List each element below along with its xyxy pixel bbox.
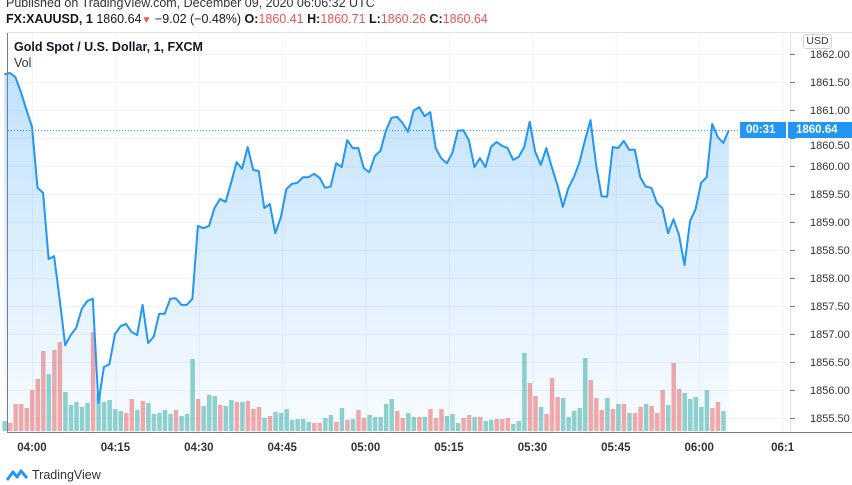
volume-legend[interactable]: Vol xyxy=(14,56,32,70)
price-tick-label: 1861.50 xyxy=(810,77,850,89)
time-tick-label: 06:00 xyxy=(684,442,713,454)
price-tick-label: 1858.00 xyxy=(810,273,850,285)
series-title[interactable]: Gold Spot / U.S. Dollar, 1, FXCM xyxy=(14,40,203,54)
open-value: 1860.41 xyxy=(258,12,304,26)
symbol-name: FX:XAUUSD, 1 xyxy=(6,12,93,26)
low-value: 1860.26 xyxy=(380,12,426,26)
time-tick-label: 05:00 xyxy=(351,442,380,454)
time-tick-label: 06:1 xyxy=(771,442,795,454)
price-tick-label: 1855.50 xyxy=(810,413,850,425)
tradingview-logo[interactable]: TradingView xyxy=(6,468,101,482)
chart-frame xyxy=(7,32,852,433)
published-note: Published on TradingView.com, December 0… xyxy=(6,0,375,10)
time-tick-label: 04:30 xyxy=(184,442,213,454)
time-tick-label: 04:15 xyxy=(101,442,131,454)
price-area-fill xyxy=(4,73,729,432)
currency-button[interactable]: USD xyxy=(803,34,832,49)
time-tick-label: 04:00 xyxy=(17,442,46,454)
down-triangle-icon: ▼ xyxy=(141,15,152,26)
last-price-label: 1860.64 xyxy=(788,122,852,138)
high-value: 1860.71 xyxy=(320,12,366,26)
price-tick-label: 1859.50 xyxy=(810,189,850,201)
close-value: 1860.64 xyxy=(442,12,488,26)
high-label: H: xyxy=(307,12,321,26)
time-tick-label: 04:45 xyxy=(267,442,297,454)
tradingview-logo-icon xyxy=(6,469,28,481)
price-tick-label: 1857.00 xyxy=(810,329,850,341)
price-tick-label: 1860.00 xyxy=(810,161,850,173)
last-price: 1860.64 xyxy=(96,12,142,26)
price-tick-label: 1857.50 xyxy=(810,301,850,313)
price-tick-label: 1856.00 xyxy=(810,385,850,397)
low-label: L: xyxy=(368,12,381,26)
price-tick-label: 1859.00 xyxy=(810,217,850,229)
price-line xyxy=(4,72,730,404)
time-axis[interactable]: 04:00 04:15 04:30 04:45 05:00 05:15 05:30 05:45… xyxy=(17,442,794,454)
price-tick-label: 1856.50 xyxy=(810,357,850,369)
logo-text: TradingView xyxy=(32,468,101,482)
price-axis[interactable]: 1862.00 1861.50 1861.00 1860.50 1860.00 1859.… xyxy=(790,49,850,425)
price-tick-label: 1861.00 xyxy=(810,105,850,117)
price-change: −9.02 (−0.48%) xyxy=(154,12,242,26)
symbol-header: FX:XAUUSD, 1 1860.64▼ −9.02 (−0.48%) O:1… xyxy=(6,12,488,26)
time-tick-label: 05:30 xyxy=(518,442,547,454)
time-tick-label: 05:45 xyxy=(601,442,631,454)
time-tick-label: 05:15 xyxy=(434,442,464,454)
open-label: O: xyxy=(244,12,259,26)
price-tick-label: 1858.50 xyxy=(810,245,850,257)
price-tick-label: 1862.00 xyxy=(810,49,850,61)
price-tick-label: 1860.50 xyxy=(810,140,850,152)
close-label: C: xyxy=(429,12,443,26)
bar-countdown: 00:31 xyxy=(740,122,786,138)
